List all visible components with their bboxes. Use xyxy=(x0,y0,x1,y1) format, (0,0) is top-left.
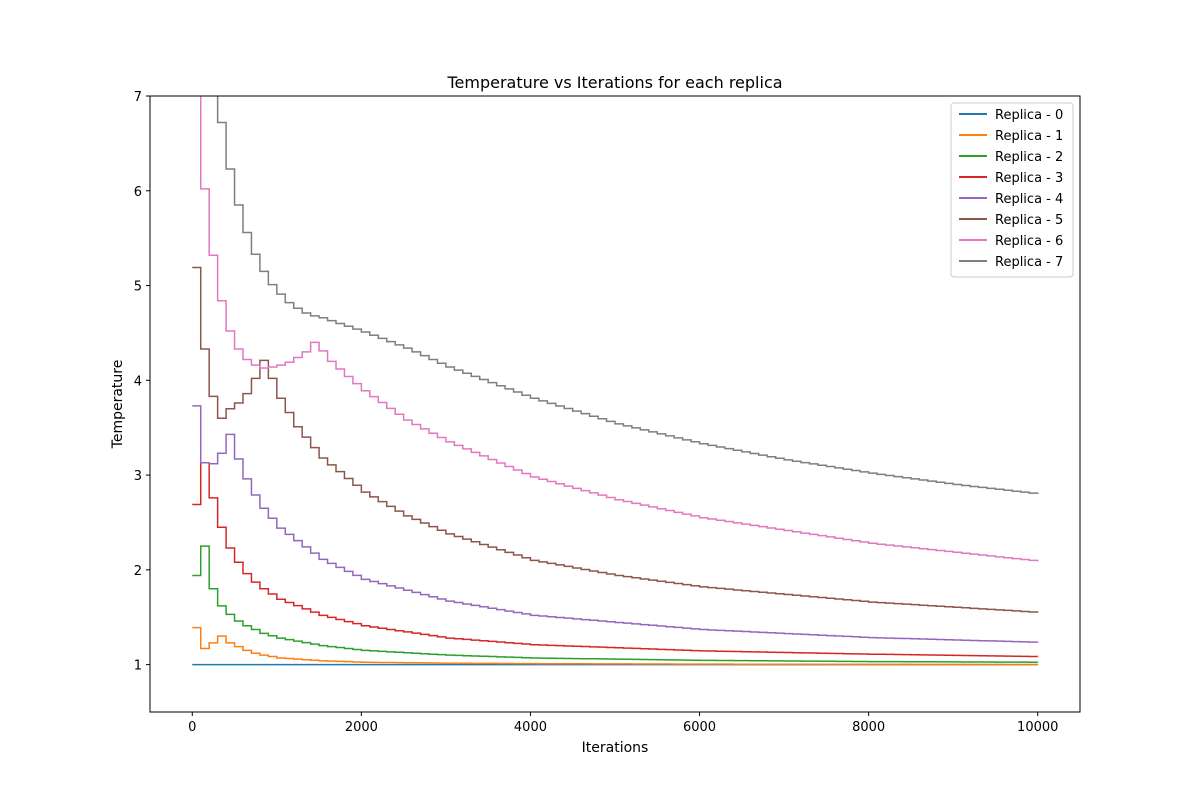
legend-label: Replica - 7 xyxy=(995,255,1063,270)
plot-frame xyxy=(149,95,1081,713)
x-tick-label: 8000 xyxy=(852,720,885,735)
x-axis-label: Iterations xyxy=(582,740,649,756)
legend-label: Replica - 6 xyxy=(995,234,1063,249)
legend-box xyxy=(950,102,1074,278)
x-tick-label: 2000 xyxy=(345,720,378,735)
series-line-replica-4 xyxy=(192,405,1039,643)
y-axis: 1 2 3 4 5 6 7 xyxy=(134,90,150,674)
legend-label: Replica - 5 xyxy=(995,213,1063,228)
series-line-replica-6 xyxy=(199,96,1039,562)
y-tick-label: 2 xyxy=(134,564,142,579)
y-tick-label: 4 xyxy=(134,374,142,389)
legend-label: Replica - 3 xyxy=(995,171,1063,186)
x-tick-label: 0 xyxy=(188,720,196,735)
x-tick-label: 4000 xyxy=(514,720,547,735)
legend-label: Replica - 1 xyxy=(995,129,1063,144)
x-tick-label: 10000 xyxy=(1017,720,1058,735)
legend-label: Replica - 0 xyxy=(995,108,1063,123)
y-tick-label: 5 xyxy=(134,280,142,295)
series-layer xyxy=(192,96,1039,666)
legend-label: Replica - 2 xyxy=(995,150,1063,165)
y-tick-label: 1 xyxy=(134,659,142,674)
legend-label: Replica - 4 xyxy=(995,192,1063,207)
x-tick-label: 6000 xyxy=(683,720,716,735)
series-line-replica-5 xyxy=(192,266,1039,613)
series-line-replica-1 xyxy=(192,626,1039,666)
series-line-replica-7 xyxy=(216,96,1039,495)
series-line-replica-2 xyxy=(192,545,1039,663)
y-axis-label: Temperature xyxy=(110,360,126,450)
series-line-replica-3 xyxy=(192,462,1039,658)
y-tick-label: 7 xyxy=(134,90,142,105)
chart-title: Temperature vs Iterations for each repli… xyxy=(446,73,782,92)
x-axis: 0 2000 4000 6000 8000 10000 xyxy=(188,712,1058,735)
y-tick-label: 6 xyxy=(134,185,142,200)
legend: Replica - 0 Replica - 1 Replica - 2 Replica… xyxy=(950,102,1074,278)
y-tick-label: 3 xyxy=(134,469,142,484)
